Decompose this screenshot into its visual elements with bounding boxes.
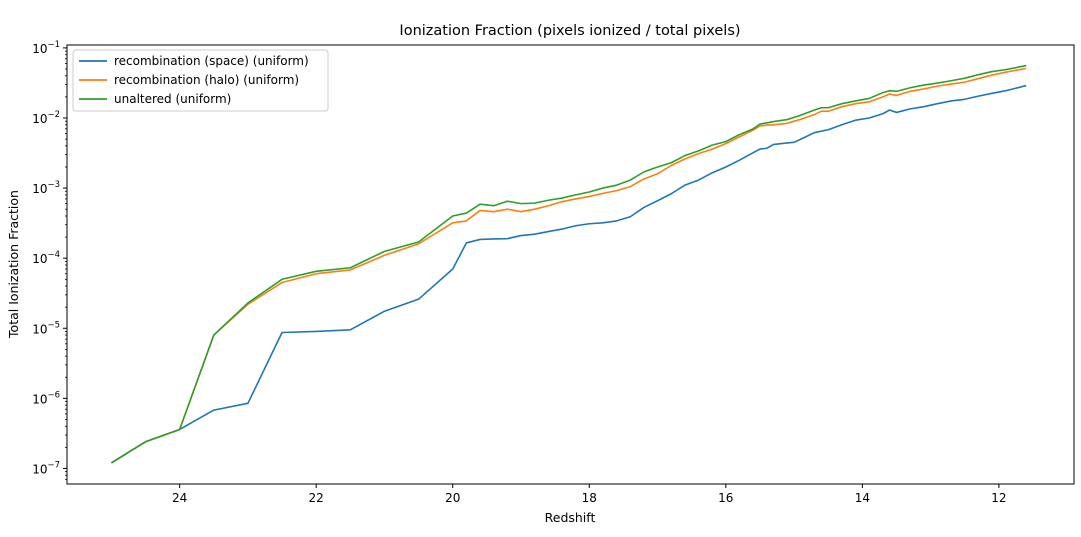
series-layer — [110, 64, 1027, 464]
x-tick-label: 14 — [855, 491, 870, 505]
legend-box — [72, 49, 329, 112]
x-axis-label: Redshift — [545, 510, 596, 525]
x-tick-label: 18 — [582, 491, 597, 505]
y-tick-label: 10−1 — [32, 40, 60, 56]
legend-label: recombination (halo) (uniform) — [114, 73, 299, 87]
x-tick-label: 12 — [991, 491, 1006, 505]
series-line-1 — [110, 84, 1027, 464]
x-tick-label: 24 — [172, 491, 187, 505]
y-tick-label: 10−4 — [32, 250, 60, 266]
series-line-2 — [110, 67, 1027, 464]
plot-frame — [66, 44, 1075, 485]
y-axis: 10−7 10−6 10−5 10−4 10−3 10−2 10−1 — [32, 40, 67, 480]
x-tick-label: 22 — [309, 491, 324, 505]
y-tick-label: 10−3 — [32, 180, 60, 196]
y-axis-label: Total Ionization Fraction — [6, 190, 21, 339]
chart-title: Ionization Fraction (pixels ionized / to… — [399, 23, 740, 39]
x-tick-label: 20 — [445, 491, 460, 505]
y-tick-label: 10−7 — [32, 460, 60, 476]
series-line-3 — [110, 64, 1027, 464]
legend-label: unaltered (uniform) — [114, 92, 231, 106]
x-tick-label: 16 — [718, 491, 733, 505]
legend-label: recombination (space) (uniform) — [114, 54, 309, 68]
y-tick-label: 10−2 — [32, 110, 60, 126]
y-tick-label: 10−6 — [32, 390, 60, 406]
legend: recombination (space) (uniform) recombina… — [72, 49, 329, 112]
x-axis: 24 22 20 18 16 14 12 — [172, 484, 1007, 505]
y-tick-label: 10−5 — [32, 320, 60, 336]
